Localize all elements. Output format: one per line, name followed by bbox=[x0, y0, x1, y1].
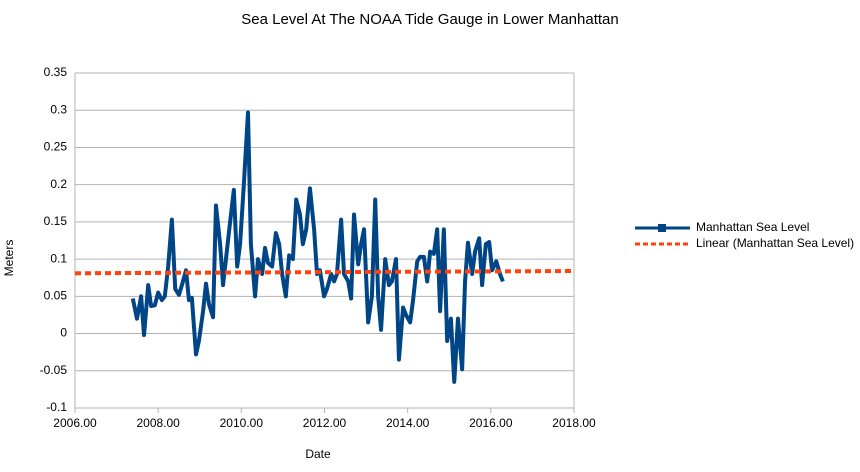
y-tick-label: -0.05 bbox=[40, 363, 68, 377]
x-tick-label: 2008.00 bbox=[136, 416, 180, 430]
series-line bbox=[130, 110, 505, 384]
y-tick-label: -0.1 bbox=[46, 400, 67, 414]
y-tick-label: 0.1 bbox=[50, 251, 67, 265]
y-tick-label: 0.2 bbox=[50, 177, 67, 191]
x-tick-label: 2016.00 bbox=[469, 416, 513, 430]
x-tick-label: 2014.00 bbox=[386, 416, 430, 430]
trend-line bbox=[74, 269, 575, 276]
y-tick-label: 0.35 bbox=[44, 65, 68, 79]
legend-marker bbox=[658, 224, 666, 232]
y-tick-label: 0.05 bbox=[44, 289, 68, 303]
y-axis-label: Meters bbox=[2, 240, 16, 277]
chart-title: Sea Level At The NOAA Tide Gauge in Lowe… bbox=[241, 11, 618, 28]
y-tick-label: 0.15 bbox=[44, 214, 68, 228]
legend-label: Manhattan Sea Level bbox=[696, 220, 809, 234]
x-tick-label: 2018.00 bbox=[552, 416, 596, 430]
x-axis-label: Date bbox=[305, 447, 331, 461]
x-tick-label: 2006.00 bbox=[53, 416, 97, 430]
y-tick-label: 0.3 bbox=[50, 102, 67, 116]
y-tick-label: 0.25 bbox=[44, 140, 68, 154]
x-tick-label: 2012.00 bbox=[303, 416, 347, 430]
y-tick-label: 0 bbox=[60, 326, 67, 340]
legend-label: Linear (Manhattan Sea Level) bbox=[696, 236, 854, 250]
x-tick-label: 2010.00 bbox=[220, 416, 264, 430]
